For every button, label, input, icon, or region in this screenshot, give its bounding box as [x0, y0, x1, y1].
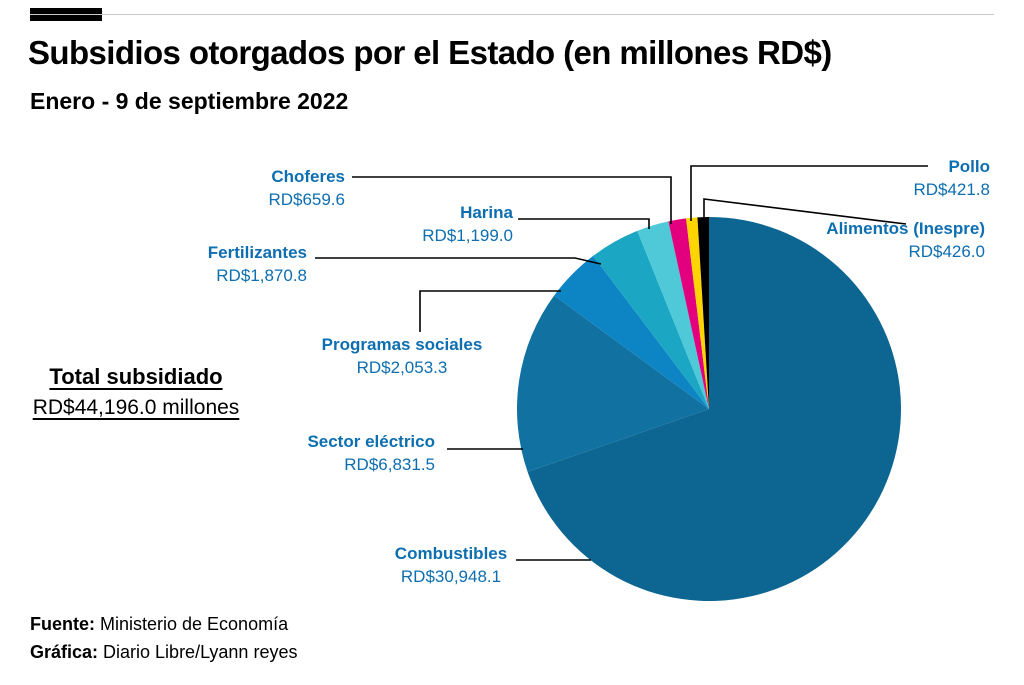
source-value: Ministerio de Economía [100, 614, 289, 634]
total-value: RD$44,196.0 millones [32, 396, 240, 419]
leader-programas [419, 290, 561, 332]
slice-label: Choferes [271, 167, 345, 186]
footer: Fuente: Ministerio de Economía Gráfica: Di… [30, 610, 297, 666]
slice-label: Harina [460, 203, 513, 222]
slice-value: RD$421.8 [913, 180, 990, 199]
slice-label: Fertilizantes [207, 243, 307, 262]
slice-value: RD$6,831.5 [344, 455, 435, 474]
pie-slice-fertilizantes [593, 230, 709, 409]
credit-line: Gráfica: Diario Libre/Lyann reyes [30, 638, 297, 666]
slice-value: RD$659.6 [268, 190, 345, 209]
slice-value: RD$30,948.1 [400, 567, 502, 586]
callout-sector-electrico: Sector eléctrico RD$6,831.5 [307, 430, 435, 476]
callout-fertilizantes: Fertilizantes RD$1,870.8 [208, 241, 307, 287]
source-label: Fuente: [30, 614, 95, 634]
leader-lines [315, 165, 928, 561]
leader-pollo [690, 165, 928, 221]
page-title: Subsidios otorgados por el Estado (en mi… [28, 34, 832, 71]
callout-pollo: Pollo RD$421.8 [913, 155, 990, 201]
leader-choferes [352, 176, 672, 224]
pie-slice-programas-sociales [554, 255, 709, 409]
total-subsidized: Total subsidiado RD$44,196.0 millones [12, 364, 260, 420]
slice-value: RD$426.0 [908, 242, 985, 261]
slice-value: RD$1,199.0 [422, 226, 513, 245]
credit-label: Gráfica: [30, 642, 99, 662]
callout-alimentos-inespre: Alimentos (Inespre) RD$426.0 [826, 217, 985, 263]
pie-slices [517, 216, 902, 601]
callout-choferes: Choferes RD$659.6 [268, 165, 345, 211]
pie-slice-choferes [668, 218, 709, 409]
pie-slice-harina [637, 221, 709, 409]
leader-alimentos [703, 198, 907, 225]
slice-value: RD$1,870.8 [216, 266, 307, 285]
slice-label: Combustibles [394, 544, 508, 563]
pie-slice-combustibles [527, 216, 902, 601]
credit-value: Diario Libre/Lyann reyes [103, 642, 298, 662]
slice-label: Pollo [948, 157, 990, 176]
slice-label: Alimentos (Inespre) [826, 219, 985, 238]
callout-programas-sociales: Programas sociales RD$2,053.3 [316, 333, 488, 379]
leader-fertilizantes [315, 257, 602, 265]
source-line: Fuente: Ministerio de Economía [30, 610, 297, 638]
page-subtitle: Enero - 9 de septiembre 2022 [30, 88, 349, 114]
pie-slice-alimentos-inespre [697, 217, 709, 409]
top-rule [30, 14, 994, 15]
slice-label: Sector eléctrico [307, 432, 435, 451]
leader-harina [518, 218, 650, 229]
pie-slice-pollo [686, 217, 709, 409]
callout-combustibles: Combustibles RD$30,948.1 [386, 542, 516, 588]
total-label: Total subsidiado [49, 364, 223, 389]
pie-slice-sector-electrico [517, 295, 709, 472]
callout-harina: Harina RD$1,199.0 [422, 201, 513, 247]
slice-value: RD$2,053.3 [356, 358, 448, 377]
slice-label: Programas sociales [321, 335, 483, 354]
